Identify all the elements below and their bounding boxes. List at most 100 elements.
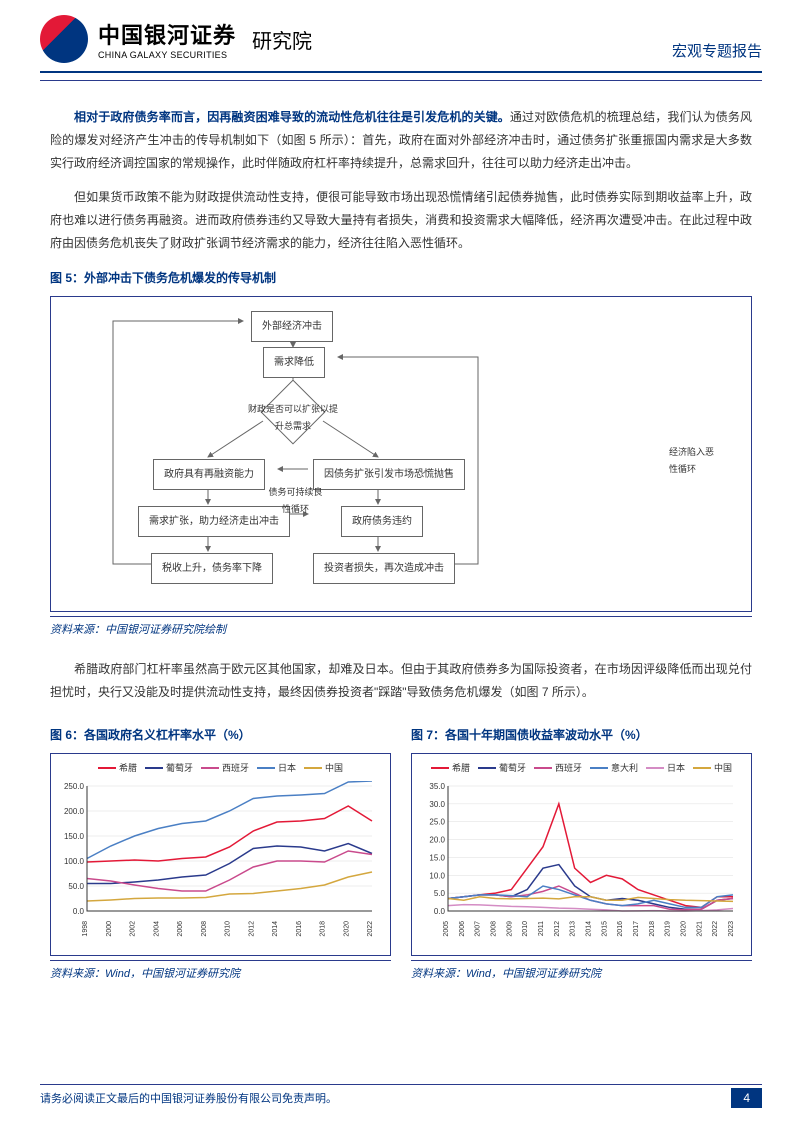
- fig5-source: 资料来源：中国银河证券研究院绘制: [50, 616, 752, 641]
- svg-text:2007: 2007: [475, 921, 482, 937]
- report-type: 宏观专题报告: [672, 40, 762, 61]
- flowchart: 外部经济冲击 需求降低 财政是否可以扩张以提升总需求 政府具有再融资能力 因债务…: [63, 309, 739, 599]
- fig7-title: 图 7：各国十年期国债收益率波动水平（%）: [411, 724, 752, 747]
- fig7-source: 资料来源：Wind，中国银河证券研究院: [411, 960, 752, 985]
- fig5-container: 外部经济冲击 需求降低 财政是否可以扩张以提升总需求 政府具有再融资能力 因债务…: [50, 296, 752, 612]
- fig7-container: 希腊葡萄牙西班牙意大利日本中国 0.0 5.0 10.0 15.0 20.0 25.0 30…: [411, 753, 752, 956]
- svg-text:2017: 2017: [633, 921, 640, 937]
- institute-label: 研究院: [252, 25, 312, 54]
- svg-text:2012: 2012: [248, 921, 255, 937]
- legend-item: 中国: [304, 760, 343, 777]
- svg-text:30.0: 30.0: [429, 800, 445, 809]
- fig6-col: 图 6：各国政府名义杠杆率水平（%） 希腊葡萄牙西班牙日本中国 0.0 50.0 1…: [50, 716, 391, 985]
- legend-item: 日本: [257, 760, 296, 777]
- svg-text:2000: 2000: [106, 921, 113, 937]
- svg-text:150.0: 150.0: [64, 832, 85, 841]
- svg-text:2016: 2016: [296, 921, 303, 937]
- svg-text:10.0: 10.0: [429, 871, 445, 880]
- fc-node-tax: 税收上升，债务率下降: [151, 553, 273, 584]
- fig7-legend: 希腊葡萄牙西班牙意大利日本中国: [418, 760, 745, 777]
- fig7-chart: 0.0 5.0 10.0 15.0 20.0 25.0 30.0 35.0 2005 2006 20…: [418, 781, 738, 941]
- paragraph-2: 但如果货币政策不能为财政提供流动性支持，便很可能导致市场出现恐慌情绪引起债券抛售…: [50, 186, 752, 254]
- svg-text:2020: 2020: [681, 921, 688, 937]
- fc-node-demand: 需求降低: [263, 347, 325, 378]
- svg-text:15.0: 15.0: [429, 853, 445, 862]
- fc-side-label: 债务可持续良性循环: [268, 484, 323, 518]
- svg-text:2019: 2019: [665, 921, 672, 937]
- legend-item: 日本: [646, 760, 685, 777]
- svg-text:0.0: 0.0: [73, 907, 85, 916]
- svg-text:2010: 2010: [522, 921, 529, 937]
- svg-text:2006: 2006: [177, 921, 184, 937]
- svg-text:2018: 2018: [320, 921, 327, 937]
- fig6-legend: 希腊葡萄牙西班牙日本中国: [57, 760, 384, 777]
- fc-node-loss: 投资者损失，再次造成冲击: [313, 553, 455, 584]
- logo-en: CHINA GALAXY SECURITIES: [98, 50, 236, 60]
- legend-item: 希腊: [431, 760, 470, 777]
- svg-text:2012: 2012: [554, 921, 561, 937]
- svg-text:200.0: 200.0: [64, 807, 85, 816]
- logo-text-block: 中国银河证券 CHINA GALAXY SECURITIES: [98, 18, 236, 60]
- svg-text:2004: 2004: [153, 921, 160, 937]
- svg-text:2005: 2005: [443, 921, 450, 937]
- svg-text:50.0: 50.0: [68, 882, 84, 891]
- logo-cn: 中国银河证券: [98, 18, 236, 50]
- legend-item: 葡萄牙: [145, 760, 193, 777]
- fig7-col: 图 7：各国十年期国债收益率波动水平（%） 希腊葡萄牙西班牙意大利日本中国 0.…: [411, 716, 752, 985]
- svg-text:2021: 2021: [696, 921, 703, 937]
- svg-text:2020: 2020: [343, 921, 350, 937]
- svg-text:2018: 2018: [649, 921, 656, 937]
- svg-text:2015: 2015: [601, 921, 608, 937]
- svg-text:2023: 2023: [728, 921, 735, 937]
- paragraph-1: 相对于政府债务率而言，因再融资困难导致的流动性危机往往是引发危机的关键。通过对欧…: [50, 106, 752, 174]
- page-number: 4: [731, 1088, 762, 1108]
- fig6-source: 资料来源：Wind，中国银河证券研究院: [50, 960, 391, 985]
- header-rule-thick: [40, 71, 762, 73]
- logo-icon: [40, 15, 88, 63]
- fig6-container: 希腊葡萄牙西班牙日本中国 0.0 50.0 100.0 150.0 200.0 250.0…: [50, 753, 391, 956]
- footer-rule: [40, 1084, 762, 1085]
- svg-text:35.0: 35.0: [429, 782, 445, 791]
- fig5-title: 图 5：外部冲击下债务危机爆发的传导机制: [50, 267, 752, 290]
- svg-text:25.0: 25.0: [429, 818, 445, 827]
- fc-node-refinance: 政府具有再融资能力: [153, 459, 265, 490]
- legend-item: 西班牙: [534, 760, 582, 777]
- para1-lead: 相对于政府债务率而言，因再融资困难导致的流动性危机往往是引发危机的关键。: [74, 110, 510, 124]
- legend-item: 意大利: [590, 760, 638, 777]
- svg-text:2002: 2002: [130, 921, 137, 937]
- paragraph-3: 希腊政府部门杠杆率虽然高于欧元区其他国家，却难及日本。但由于其政府债券多为国际投…: [50, 658, 752, 704]
- fc-loop-label: 经济陷入恶性循环: [669, 444, 719, 478]
- fc-node-shock: 外部经济冲击: [251, 311, 333, 342]
- fc-node-default: 政府债务违约: [341, 506, 423, 537]
- svg-text:2014: 2014: [586, 921, 593, 937]
- svg-text:250.0: 250.0: [64, 782, 85, 791]
- svg-text:2022: 2022: [367, 921, 374, 937]
- fig6-title: 图 6：各国政府名义杠杆率水平（%）: [50, 724, 391, 747]
- footer: 请务必阅读正文最后的中国银河证券股份有限公司免责声明。 4: [40, 1088, 762, 1108]
- svg-text:2011: 2011: [538, 921, 545, 936]
- svg-text:5.0: 5.0: [434, 889, 446, 898]
- fc-node-panic: 因债务扩张引发市场恐慌抛售: [313, 459, 465, 490]
- legend-item: 西班牙: [201, 760, 249, 777]
- svg-text:20.0: 20.0: [429, 836, 445, 845]
- logo-area: 中国银河证券 CHINA GALAXY SECURITIES 研究院: [40, 15, 312, 63]
- header: 中国银河证券 CHINA GALAXY SECURITIES 研究院 宏观专题报…: [0, 0, 802, 71]
- svg-text:100.0: 100.0: [64, 857, 85, 866]
- svg-text:2009: 2009: [506, 921, 513, 937]
- svg-text:2006: 2006: [459, 921, 466, 937]
- svg-text:2008: 2008: [201, 921, 208, 937]
- svg-text:2014: 2014: [272, 921, 279, 937]
- charts-row: 图 6：各国政府名义杠杆率水平（%） 希腊葡萄牙西班牙日本中国 0.050.01…: [50, 716, 752, 985]
- legend-item: 葡萄牙: [478, 760, 526, 777]
- content-area: 相对于政府债务率而言，因再融资困难导致的流动性危机往往是引发危机的关键。通过对欧…: [0, 81, 802, 985]
- footer-disclaimer: 请务必阅读正文最后的中国银河证券股份有限公司免责声明。: [40, 1090, 337, 1106]
- legend-item: 希腊: [98, 760, 137, 777]
- svg-text:0.0: 0.0: [434, 907, 446, 916]
- svg-text:2008: 2008: [491, 921, 498, 937]
- svg-text:2022: 2022: [712, 921, 719, 937]
- svg-text:2013: 2013: [570, 921, 577, 937]
- legend-item: 中国: [693, 760, 732, 777]
- fc-diamond-text: 财政是否可以扩张以提升总需求: [248, 401, 338, 435]
- svg-text:2010: 2010: [225, 921, 232, 937]
- svg-text:2016: 2016: [617, 921, 624, 937]
